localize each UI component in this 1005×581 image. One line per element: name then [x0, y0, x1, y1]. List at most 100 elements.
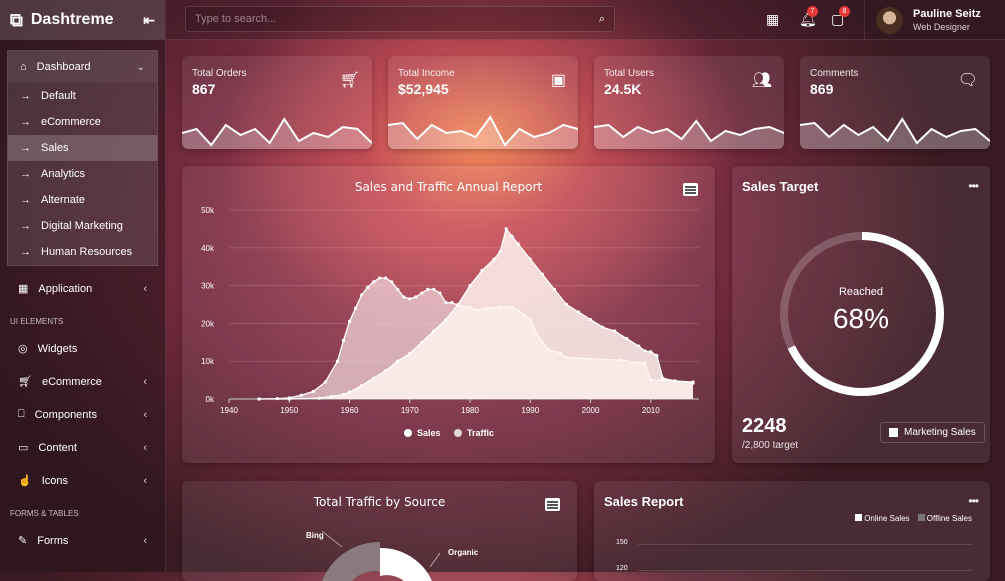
sidebar-sub-alternate[interactable]: → Alternate [8, 187, 157, 213]
home-icon: ⌂ [20, 61, 27, 73]
y-tick: 150 [616, 539, 628, 546]
data-point [450, 301, 454, 305]
chevron-down-icon: ⌄ [136, 61, 145, 73]
traffic-source-card: Total Traffic by Source Bing Organic [182, 481, 577, 581]
legend-offline[interactable]: Offline Sales [917, 514, 972, 523]
data-point [564, 302, 569, 307]
y-tick-label: 40k [201, 244, 215, 253]
data-point [384, 369, 388, 373]
data-point [444, 301, 448, 305]
user-menu[interactable]: Pauline Seitz Web Designer [864, 0, 1005, 40]
messages-icon[interactable]: ▢ 8 [831, 6, 850, 28]
arrow-icon: → [20, 246, 31, 258]
sidebar-sub-analytics[interactable]: → Analytics [8, 161, 157, 187]
data-point [691, 380, 695, 384]
sidebar-sub-digital-marketing[interactable]: → Digital Marketing [8, 213, 157, 239]
data-point [540, 272, 544, 276]
data-point [396, 287, 400, 291]
comments-icon: 🗨︎ [957, 72, 978, 89]
legend-online[interactable]: Online Sales [854, 514, 910, 523]
sidebar-sub-ecommerce[interactable]: → eCommerce [8, 109, 157, 135]
chart-legend: Online Sales Offline Sales [854, 514, 972, 523]
sales-target-card: Sales Target ••• Reached 68% 2248 /2,800… [732, 166, 990, 463]
stat-card-orders: Total Orders 867 🛒︎ [182, 56, 372, 149]
chevron-left-icon: ‹ [143, 375, 147, 388]
sparkline-line [182, 117, 372, 147]
sidebar-item-icons[interactable]: ☝ Icons ‹ [0, 464, 165, 497]
sparkline-line [594, 119, 784, 143]
wallet-icon: ▣ [550, 72, 566, 89]
sales-report-card: Sales Report ••• Online Sales Offline Sa… [594, 481, 990, 581]
y-tick-label: 30k [201, 282, 215, 291]
data-point [414, 295, 418, 299]
label: Marketing Sales [904, 427, 976, 438]
dashboard-group: ⌂ Dashboard ⌄ → Default → eCommerce → Sales →… [7, 50, 158, 266]
content-icon: ▭ [18, 442, 29, 454]
data-point [317, 396, 321, 400]
sidebar-item-components[interactable]: ⎕ Components ‹ [0, 398, 165, 431]
data-point [420, 291, 424, 295]
more-options-icon[interactable]: ••• [968, 494, 979, 508]
data-point [396, 359, 400, 363]
data-point [390, 280, 394, 284]
sidebar-item-forms[interactable]: ✎ Forms ‹ [0, 524, 165, 557]
label: Components [34, 408, 97, 421]
user-name: Pauline Seitz [913, 8, 981, 20]
sparkline-fill [800, 119, 990, 149]
sidebar-item-widgets[interactable]: ◎ Widgets [0, 332, 165, 365]
sidebar-sub-default[interactable]: → Default [8, 83, 157, 109]
data-point [655, 353, 659, 358]
sparkline-fill [594, 121, 784, 149]
stat-card-comments: Comments 869 🗨︎ [800, 56, 990, 149]
arrow-icon: → [20, 90, 31, 102]
data-point [341, 392, 346, 397]
target-sub: /2,800 target [742, 440, 799, 451]
label: Online Sales [864, 514, 910, 523]
data-point [372, 280, 376, 284]
data-point [353, 306, 358, 310]
x-tick-label: 1980 [461, 406, 479, 415]
x-tick-label: 1950 [280, 406, 298, 415]
data-point [498, 249, 502, 254]
slice-bing [322, 541, 380, 581]
sidebar-sub-human-resources[interactable]: → Human Resources [8, 239, 157, 265]
sidebar-item-application[interactable]: ▦ Application ‹ [0, 272, 165, 305]
data-point [492, 257, 496, 261]
grid-icon: ▦ [18, 283, 29, 295]
stat-label: Total Income [398, 68, 455, 79]
user-role: Web Designer [913, 22, 970, 32]
search-input[interactable]: Type to search... ⌕ [185, 6, 615, 32]
chart-menu-icon[interactable] [683, 183, 698, 196]
stat-label: Comments [810, 68, 859, 79]
data-point [661, 376, 665, 380]
data-point [625, 336, 629, 341]
data-point [504, 227, 508, 231]
x-tick-label: 1960 [341, 406, 359, 415]
collapse-sidebar-icon[interactable]: ⇤ [143, 11, 155, 28]
data-point [438, 291, 442, 295]
label: Default [41, 90, 76, 102]
gauge-value: 68% [832, 303, 890, 334]
label: Analytics [41, 168, 86, 180]
chart-menu-icon[interactable] [545, 498, 560, 511]
sidebar-item-ecommerce[interactable]: 🛒︎ eCommerce ‹ [0, 365, 165, 398]
label: Content [38, 441, 77, 454]
sidebar-item-dashboard[interactable]: ⌂ Dashboard ⌄ [8, 51, 157, 83]
label: eCommerce [41, 375, 102, 388]
search-icon[interactable]: ⌕ [598, 12, 605, 25]
data-point [287, 397, 291, 401]
x-tick-label: 2000 [582, 406, 600, 415]
label: Icons [41, 474, 68, 487]
notifications-bell-icon[interactable]: 🔔︎ 7 [799, 6, 818, 27]
sidebar-item-content[interactable]: ▭ Content ‹ [0, 431, 165, 464]
sparkline [182, 117, 372, 149]
more-options-icon[interactable]: ••• [968, 179, 979, 193]
sidebar-sub-sales[interactable]: → Sales [8, 135, 157, 161]
apps-icon[interactable]: ▦ [766, 11, 780, 27]
arrow-icon: → [20, 220, 31, 232]
data-point [637, 344, 641, 348]
marketing-sales-checkbox[interactable]: Marketing Sales [880, 422, 985, 443]
data-point [347, 319, 352, 324]
data-point [643, 349, 647, 353]
data-point [372, 376, 376, 380]
